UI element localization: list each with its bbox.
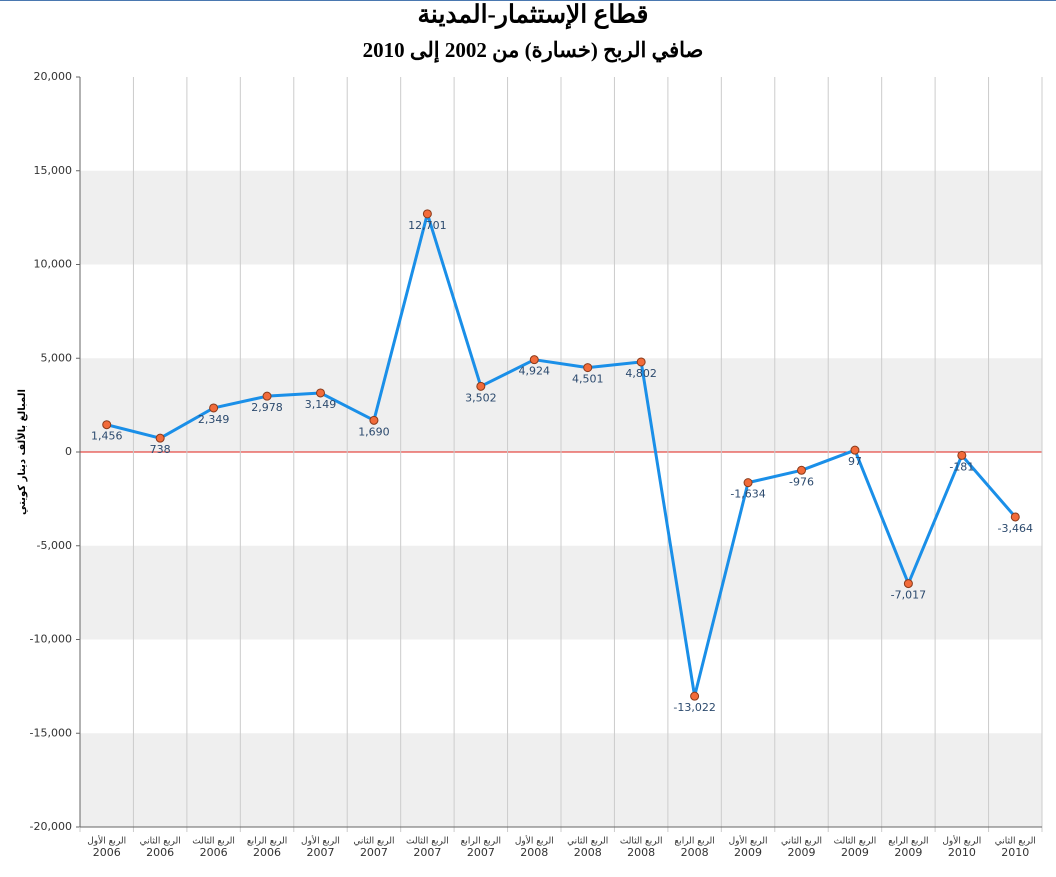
x-tick-label: الربع الرابع [247, 837, 287, 847]
x-tick-label: 2006 [253, 846, 281, 859]
data-point [690, 691, 700, 701]
data-point [743, 478, 753, 488]
x-tick-label: الربع الثاني [567, 837, 608, 847]
x-tick-label: الربع الأول [729, 835, 768, 847]
data-point [316, 388, 325, 398]
x-tick-label: الربع الأول [301, 835, 340, 847]
data-label: 4,802 [625, 367, 657, 380]
data-point [583, 363, 593, 373]
y-tick-label: 20,000 [34, 70, 73, 83]
y-axis-title: المبالغ بالألف دينار كويتي [15, 389, 28, 515]
data-label: 4,924 [519, 365, 551, 378]
x-tick-label: الربع الأول [87, 835, 126, 847]
chart-subtitle: صافي الربح (خسارة) من 2002 إلى 2010 [363, 38, 704, 63]
data-point [262, 391, 272, 401]
x-tick-label: الربع الثاني [781, 837, 822, 847]
x-tick-label: الربع الأول [942, 835, 981, 847]
data-label: 2,978 [251, 401, 283, 414]
x-tick-label: الربع الثاني [140, 837, 181, 847]
x-tick-label: 2008 [520, 846, 548, 859]
x-tick-label: 2007 [360, 846, 388, 859]
x-tick-label: 2009 [734, 846, 762, 859]
y-tick-label: -20,000 [30, 820, 72, 833]
data-label: 738 [150, 443, 171, 456]
y-tick-label: 10,000 [34, 258, 73, 271]
x-tick-label: 2008 [627, 846, 655, 859]
x-tick-label: الربع الثالث [406, 837, 449, 847]
data-point [369, 415, 379, 425]
data-point [209, 403, 219, 413]
x-tick-label: 2006 [93, 846, 121, 859]
x-tick-label: الربع الثاني [995, 837, 1036, 847]
data-label: 4,501 [572, 373, 604, 386]
data-label: -181 [949, 460, 974, 473]
data-label: -3,464 [998, 522, 1033, 535]
data-label: 2,349 [198, 413, 230, 426]
data-label: 3,149 [305, 398, 337, 411]
x-tick-label: 2007 [467, 846, 495, 859]
data-point [422, 209, 432, 219]
data-label: -13,022 [673, 701, 715, 714]
x-tick-label: الربع الثالث [834, 837, 877, 847]
data-label: 1,456 [91, 430, 123, 443]
data-label: -7,017 [891, 589, 926, 602]
chart-title: قطاع الإستثمار-المدينة [418, 2, 649, 30]
data-point [636, 357, 646, 367]
x-tick-label: الربع الثالث [620, 837, 663, 847]
data-label: 12,701 [408, 219, 447, 232]
x-tick-label: 2008 [574, 846, 602, 859]
data-label: -1,634 [730, 488, 765, 501]
data-point [1010, 512, 1020, 522]
data-label: 97 [848, 455, 862, 468]
x-tick-label: الربع الرابع [461, 837, 501, 847]
data-point [102, 420, 112, 430]
x-tick-label: الربع الأول [515, 835, 554, 847]
x-tick-label: 2009 [894, 846, 922, 859]
data-label: -976 [789, 475, 814, 488]
x-tick-label: 2010 [948, 846, 976, 859]
data-point [957, 450, 967, 460]
data-point [903, 579, 913, 589]
x-tick-label: 2009 [841, 846, 869, 859]
data-point [476, 381, 486, 391]
data-point [797, 465, 806, 475]
data-point [155, 433, 165, 443]
data-point [529, 355, 539, 365]
x-tick-label: الربع الثاني [353, 837, 394, 847]
x-tick-label: 2006 [200, 846, 228, 859]
data-point [850, 445, 860, 455]
x-tick-label: 2009 [788, 846, 816, 859]
data-label: 3,502 [465, 391, 497, 404]
x-tick-label: 2007 [307, 846, 335, 859]
x-tick-label: 2007 [413, 846, 441, 859]
y-tick-label: 5,000 [41, 351, 73, 364]
y-tick-label: -15,000 [30, 726, 72, 739]
y-tick-label: -5,000 [37, 539, 72, 552]
x-tick-label: الربع الثالث [192, 837, 235, 847]
x-tick-label: 2010 [1001, 846, 1029, 859]
y-tick-label: 0 [65, 445, 72, 458]
x-tick-label: 2006 [146, 846, 174, 859]
y-tick-label: -10,000 [30, 633, 72, 646]
series-line [106, 212, 1017, 698]
x-tick-label: الربع الرابع [674, 837, 714, 847]
y-tick-label: 15,000 [34, 164, 73, 177]
data-label: 1,690 [358, 425, 390, 438]
x-tick-label: 2008 [681, 846, 709, 859]
x-tick-label: الربع الرابع [888, 837, 928, 847]
